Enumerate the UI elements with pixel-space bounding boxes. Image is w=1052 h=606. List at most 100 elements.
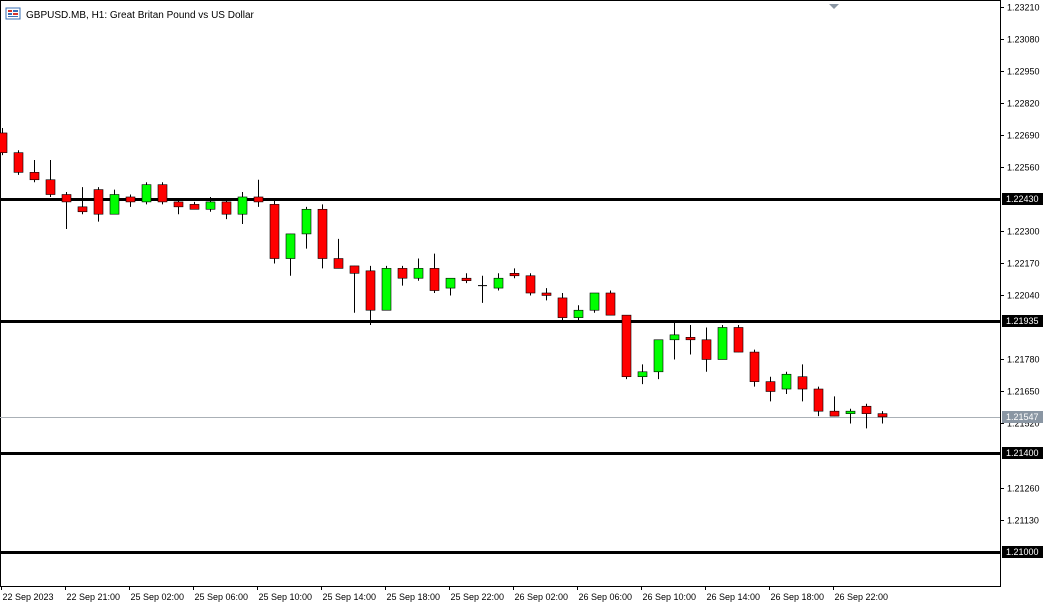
candle-body	[637, 371, 648, 378]
candle	[461, 273, 472, 284]
bid-tag-bg	[1002, 411, 1043, 423]
y-tick-label: 1.22300	[1007, 227, 1040, 237]
candle-body	[781, 373, 792, 390]
candle	[29, 160, 40, 183]
candle	[557, 293, 568, 321]
candle	[381, 265, 392, 311]
chart-title: GBPUSD.MB, H1: Great Britan Pound vs US …	[26, 10, 255, 21]
candle	[109, 189, 120, 215]
level-tag-0: 1.22430	[1006, 194, 1039, 204]
price-tags: 1.22430 1.21935 1.21400 1.21000 1.21547	[1002, 193, 1043, 558]
candle-body	[797, 376, 808, 390]
candle	[397, 265, 408, 286]
candle-body	[221, 201, 232, 215]
candle	[285, 233, 296, 276]
candle	[589, 292, 600, 313]
y-tick-label: 1.22560	[1007, 163, 1040, 173]
candle	[413, 258, 424, 281]
candle-body	[685, 337, 696, 341]
candle-body	[29, 172, 40, 181]
candle	[685, 325, 696, 355]
candle-body	[845, 410, 856, 414]
candle-body	[765, 381, 776, 392]
candle	[189, 201, 200, 210]
candle-body	[541, 292, 552, 296]
candle	[653, 339, 664, 380]
candle-body	[269, 204, 280, 259]
candle-body	[285, 233, 296, 259]
candle	[861, 403, 872, 429]
candle-body	[861, 405, 872, 414]
y-tick-label: 1.21650	[1007, 387, 1040, 397]
candle-body	[0, 132, 8, 153]
x-tick-label: 25 Sep 18:00	[387, 592, 441, 602]
candle-body	[653, 339, 664, 373]
candle	[733, 325, 744, 353]
bid-tag: 1.21547	[1006, 412, 1039, 422]
candle	[349, 265, 360, 313]
candle-body	[189, 204, 200, 210]
candle-body	[237, 196, 248, 215]
candle	[829, 396, 840, 417]
time-axis[interactable]: 22 Sep 2023 22 Sep 21:00 25 Sep 02:00 25 Se…	[1, 586, 889, 602]
candle-body	[157, 184, 168, 203]
y-tick-label: 1.21780	[1007, 355, 1040, 365]
candle	[669, 322, 680, 360]
x-tick-label: 25 Sep 10:00	[259, 592, 313, 602]
level-tag-2-bg	[1002, 447, 1043, 459]
price-axis[interactable]: 1.23210 1.23080 1.22950 1.22820 1.22690 1.225…	[1000, 3, 1040, 526]
candle-body	[813, 388, 824, 412]
candle	[749, 349, 760, 387]
candle	[845, 408, 856, 424]
candle	[605, 290, 616, 316]
candle-body	[77, 206, 88, 213]
candle	[77, 187, 88, 215]
x-tick-label: 26 Sep 14:00	[707, 592, 761, 602]
candle-body	[413, 268, 424, 279]
candle	[317, 204, 328, 269]
candle-body	[461, 277, 472, 281]
candle-body	[13, 152, 24, 173]
candle	[797, 364, 808, 402]
candle	[445, 277, 456, 296]
candle-body	[317, 208, 328, 259]
candle-body	[573, 309, 584, 318]
candle-body	[125, 196, 136, 203]
candle	[573, 305, 584, 321]
candle	[637, 364, 648, 385]
candle-body	[381, 268, 392, 311]
y-tick-label: 1.23210	[1007, 3, 1040, 13]
candle-body	[301, 208, 312, 235]
horizontal-levels	[0, 198, 1000, 554]
candle	[205, 196, 216, 212]
x-tick-label: 25 Sep 06:00	[195, 592, 249, 602]
candles	[0, 128, 888, 429]
y-tick-label: 1.22170	[1007, 259, 1040, 269]
candle-body	[509, 273, 520, 277]
candle	[813, 386, 824, 417]
x-tick-label: 26 Sep 22:00	[835, 592, 889, 602]
candle-body	[877, 413, 888, 418]
candle	[525, 273, 536, 296]
candle	[45, 160, 56, 197]
candle	[781, 371, 792, 394]
candle-body	[253, 196, 264, 203]
candle-body	[525, 275, 536, 294]
candle	[509, 268, 520, 279]
candle-body	[749, 351, 760, 382]
y-tick-label: 1.22040	[1007, 291, 1040, 301]
x-tick-label: 26 Sep 10:00	[643, 592, 697, 602]
plot-area[interactable]	[0, 0, 1001, 587]
candle	[478, 275, 487, 303]
x-tick-label: 25 Sep 02:00	[131, 592, 185, 602]
candle-body	[733, 327, 744, 353]
candle-body	[605, 292, 616, 316]
candle-body	[109, 194, 120, 215]
candle-body	[829, 410, 840, 417]
chart-shift-marker[interactable]	[829, 4, 839, 9]
y-tick-label: 1.22950	[1007, 67, 1040, 77]
candle	[173, 199, 184, 215]
candle	[701, 327, 712, 372]
